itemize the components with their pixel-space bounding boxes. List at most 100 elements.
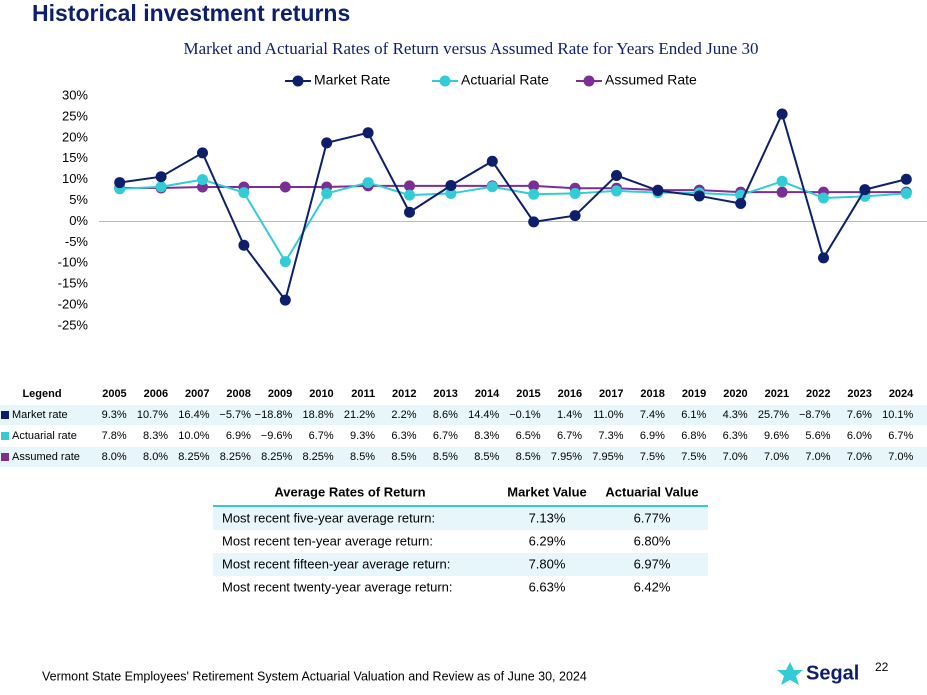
legend-marker — [439, 75, 451, 87]
table-cell: 6.7% — [888, 430, 913, 442]
row-key — [1, 411, 9, 419]
table-cell: 6.7% — [557, 430, 582, 442]
avg-cell: Most recent twenty-year average return: — [222, 579, 453, 594]
point — [818, 192, 829, 204]
table-cell: 18.8% — [302, 409, 333, 421]
point — [569, 210, 581, 222]
table-cell: 6.0% — [847, 430, 872, 442]
avg-header: Actuarial Value — [605, 484, 698, 499]
table-cell: 9.3% — [350, 430, 375, 442]
table-cell: 5.6% — [805, 430, 830, 442]
year-header: 2021 — [765, 388, 789, 400]
table-cell: 16.4% — [178, 409, 209, 421]
table-cell: 7.0% — [847, 451, 872, 463]
table-cell: 8.5% — [516, 451, 541, 463]
row-label: Assumed rate — [12, 451, 80, 463]
point — [445, 187, 457, 199]
table-cell: 7.3% — [598, 430, 623, 442]
table-cell: 11.0% — [593, 409, 624, 421]
year-header: 2005 — [102, 388, 126, 400]
table-cell: 7.0% — [888, 451, 913, 463]
table-cell: 8.5% — [433, 451, 458, 463]
year-header: 2022 — [806, 388, 830, 400]
table-cell: 6.9% — [226, 430, 251, 442]
table-cell: 9.6% — [764, 430, 789, 442]
y-tick-label: -10% — [58, 255, 89, 270]
point — [321, 137, 333, 149]
table-cell: 21.2% — [344, 409, 375, 421]
point — [321, 187, 333, 199]
table-cell: 6.5% — [516, 430, 541, 442]
table-cell: 7.95% — [551, 451, 582, 463]
row-key — [1, 432, 9, 440]
y-tick-label: 30% — [62, 87, 88, 102]
y-tick-label: 15% — [62, 150, 88, 165]
point — [900, 187, 912, 199]
avg-cell: Most recent fifteen-year average return: — [222, 556, 450, 571]
point — [486, 181, 498, 193]
table-cell: 7.0% — [764, 451, 789, 463]
y-tick-label: -20% — [58, 297, 89, 312]
table-header: Legend — [22, 388, 61, 400]
table-cell: 10.0% — [178, 430, 209, 442]
table-cell: 7.95% — [592, 451, 623, 463]
logo: Segal — [806, 662, 859, 684]
table-cell: 4.3% — [723, 409, 748, 421]
table-cell: −5.7% — [219, 409, 251, 421]
year-header: 2016 — [558, 388, 582, 400]
y-tick-label: -5% — [65, 234, 89, 249]
avg-cell: 6.29% — [529, 533, 566, 548]
point — [279, 181, 291, 193]
chart-subtitle: Market and Actuarial Rates of Return ver… — [183, 39, 758, 58]
table-cell: 8.25% — [261, 451, 292, 463]
point — [569, 187, 581, 199]
table-cell: 8.5% — [391, 451, 416, 463]
page-number: 22 — [875, 660, 889, 674]
table-cell: 7.0% — [723, 451, 748, 463]
point — [611, 185, 622, 197]
table-cell: 6.7% — [433, 430, 458, 442]
point — [279, 256, 291, 268]
avg-cell: 6.63% — [529, 579, 566, 594]
point — [404, 180, 415, 192]
row-shade — [213, 553, 708, 576]
row-shade — [0, 447, 927, 467]
year-header: 2011 — [351, 388, 375, 400]
table-cell: −18.8% — [255, 409, 293, 421]
point — [528, 216, 540, 228]
series-line — [119, 111, 907, 303]
avg-cell: 6.42% — [634, 579, 671, 594]
table-cell: 9.3% — [102, 409, 127, 421]
year-header: 2014 — [475, 388, 500, 400]
legend-marker — [583, 75, 595, 87]
year-header: 2006 — [144, 388, 168, 400]
year-header: 2008 — [226, 388, 250, 400]
avg-header: Average Rates of Return — [274, 484, 425, 499]
table-cell: 8.6% — [433, 409, 458, 421]
table-cell: 14.4% — [468, 409, 499, 421]
year-header: 2015 — [516, 388, 540, 400]
table-cell: 6.9% — [640, 430, 665, 442]
year-header: 2018 — [640, 388, 664, 400]
table-cell: 8.0% — [143, 451, 168, 463]
point — [776, 108, 788, 120]
y-tick-label: -15% — [58, 276, 89, 291]
year-header: 2010 — [309, 388, 333, 400]
y-tick-label: 25% — [62, 108, 88, 123]
point — [155, 171, 167, 183]
year-header: 2009 — [268, 388, 292, 400]
table-cell: 1.4% — [557, 409, 582, 421]
point — [445, 179, 457, 191]
table-cell: 8.25% — [220, 451, 251, 463]
table-cell: 10.1% — [882, 409, 913, 421]
year-header: 2017 — [599, 388, 623, 400]
point — [238, 239, 250, 251]
point — [197, 174, 208, 186]
point — [611, 169, 622, 181]
table-cell: −9.6% — [261, 430, 293, 442]
table-cell: 7.6% — [847, 409, 872, 421]
avg-cell: 7.13% — [529, 510, 566, 525]
row-label: Actuarial rate — [12, 430, 77, 442]
year-header: 2020 — [723, 388, 747, 400]
